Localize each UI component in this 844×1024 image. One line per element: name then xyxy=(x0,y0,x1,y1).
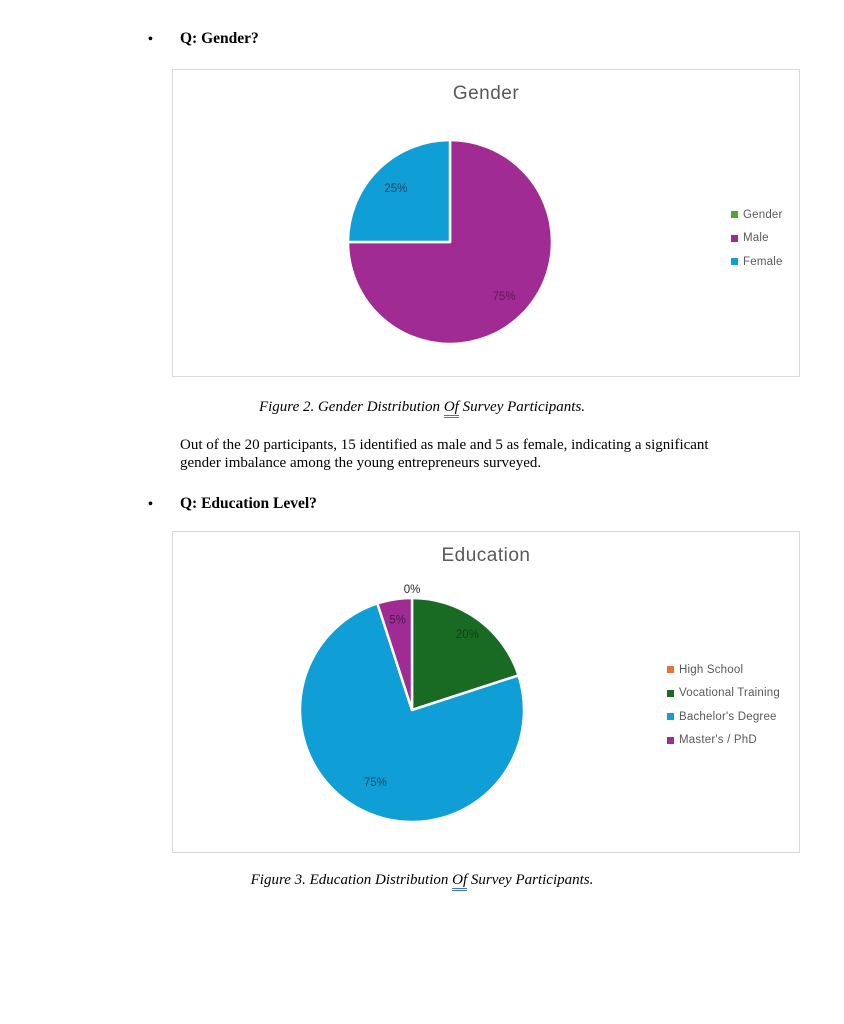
bullet-icon: • xyxy=(148,497,153,512)
caption-prefix: Figure 2. Gender Distribution xyxy=(258,399,444,415)
slice-label-high-school: 0% xyxy=(404,584,421,596)
education-chart-legend: High School Vocational Training Bachelor's… xyxy=(667,658,780,752)
gender-chart-legend: Gender Male Female xyxy=(731,203,783,274)
legend-item-vocational-training: Vocational Training xyxy=(667,682,780,706)
pie-slice-vocational-training xyxy=(410,596,520,712)
slice-label-master-s-phd: 5% xyxy=(389,614,406,626)
legend-label: Gender xyxy=(743,208,783,221)
question-item-education: • Q: Education Level? xyxy=(148,495,317,513)
legend-item-male: Male xyxy=(731,227,783,251)
legend-label: Vocational Training xyxy=(679,687,780,700)
pie-slice-male xyxy=(346,138,554,346)
legend-item-master-s-phd: Master's / PhD xyxy=(667,729,780,753)
chart-title-education: Education xyxy=(441,545,531,566)
figure-caption-2: Figure 2. Gender Distribution Of Survey … xyxy=(0,399,844,418)
pie-slice-bachelor-s-degree xyxy=(298,602,526,824)
question-text: Q: Education Level? xyxy=(180,495,317,512)
legend-swatch-icon xyxy=(667,713,674,721)
education-pie-chart: 0% 20% 75% 5% xyxy=(298,584,526,824)
figure-caption-3: Figure 3. Education Distribution Of Surv… xyxy=(0,872,844,891)
legend-item-bachelor-s-degree: Bachelor's Degree xyxy=(667,705,780,729)
legend-swatch-icon xyxy=(667,689,674,697)
body-paragraph: Out of the 20 participants, 15 identifie… xyxy=(180,437,709,471)
legend-label: Male xyxy=(743,232,769,245)
pie-slice-female xyxy=(346,138,452,244)
slice-label-male: 75% xyxy=(493,291,516,303)
caption-prefix: Figure 3. Education Distribution xyxy=(250,872,453,888)
legend-item-high-school: High School xyxy=(667,658,780,682)
chart-title-gender: Gender xyxy=(452,83,520,104)
legend-label: High School xyxy=(679,663,744,676)
grammar-underline: Of xyxy=(452,872,468,891)
legend-swatch-icon xyxy=(667,666,674,674)
slice-label-female: 25% xyxy=(384,183,407,195)
pie-slice-master-s-phd xyxy=(376,596,414,712)
caption-suffix: Survey Participants. xyxy=(467,872,594,888)
chart-frame-gender: Gender 75% 25% Gender Male Female xyxy=(172,69,800,377)
caption-suffix: Survey Participants. xyxy=(458,399,586,415)
gender-pie-chart: 75% 25% xyxy=(346,138,554,346)
legend-swatch-icon xyxy=(731,211,738,219)
legend-swatch-icon xyxy=(731,234,738,242)
legend-item-gender: Gender xyxy=(731,203,783,227)
legend-label: Female xyxy=(743,255,783,268)
question-text: Q: Gender? xyxy=(180,30,259,47)
slice-label-bachelor-s-degree: 75% xyxy=(364,777,387,789)
bullet-icon: • xyxy=(148,32,153,47)
question-item-gender: • Q: Gender? xyxy=(148,30,259,48)
slice-label-vocational-training: 20% xyxy=(456,629,479,641)
legend-label: Master's / PhD xyxy=(679,734,757,747)
grammar-underline: Of xyxy=(443,399,459,418)
legend-item-female: Female xyxy=(731,250,783,274)
chart-frame-education: Education 0% 20% 75% 5% High School Vocation… xyxy=(172,531,800,853)
legend-swatch-icon xyxy=(667,736,674,744)
legend-swatch-icon xyxy=(731,258,738,266)
legend-label: Bachelor's Degree xyxy=(679,710,777,723)
